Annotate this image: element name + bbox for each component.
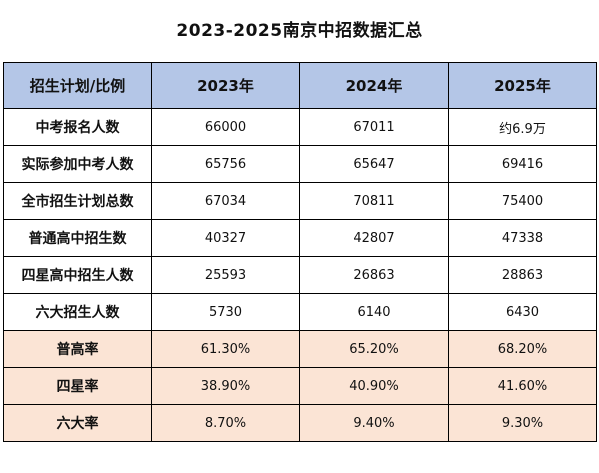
rate-row: 四星率 38.90% 40.90% 41.60%: [3, 367, 597, 405]
table-row: 普通高中招生数 40327 42807 47338: [3, 219, 597, 257]
cell-2023: 5730: [151, 293, 300, 331]
cell-2023: 25593: [151, 256, 300, 294]
table-row: 四星高中招生人数 25593 26863 28863: [3, 256, 597, 294]
rate-row: 普高率 61.30% 65.20% 68.20%: [3, 330, 597, 368]
cell-2025: 75400: [448, 182, 597, 220]
table-row: 中考报名人数 66000 67011 约6.9万: [3, 108, 597, 146]
cell-2024: 9.40%: [299, 404, 449, 442]
cell-2024: 65647: [299, 145, 449, 183]
header-2025: 2025年: [448, 62, 597, 109]
row-label: 四星高中招生人数: [3, 256, 152, 294]
rate-row: 六大率 8.70% 9.40% 9.30%: [3, 404, 597, 442]
header-2024: 2024年: [299, 62, 449, 109]
table-row: 六大招生人数 5730 6140 6430: [3, 293, 597, 331]
header-row: 招生计划/比例 2023年 2024年 2025年: [3, 62, 597, 109]
cell-2024: 26863: [299, 256, 449, 294]
table-title: 2023-2025南京中招数据汇总: [176, 21, 423, 41]
cell-2025: 68.20%: [448, 330, 597, 368]
cell-2024: 67011: [299, 108, 449, 146]
row-label: 六大率: [3, 404, 152, 442]
cell-2024: 65.20%: [299, 330, 449, 368]
admission-data-table: 招生计划/比例 2023年 2024年 2025年 中考报名人数 66000 6…: [3, 62, 597, 442]
cell-2025: 47338: [448, 219, 597, 257]
cell-2025: 41.60%: [448, 367, 597, 405]
cell-2024: 40.90%: [299, 367, 449, 405]
cell-2023: 65756: [151, 145, 300, 183]
cell-2025: 6430: [448, 293, 597, 331]
row-label: 普高率: [3, 330, 152, 368]
row-label: 全市招生计划总数: [3, 182, 152, 220]
row-label: 六大招生人数: [3, 293, 152, 331]
cell-2023: 38.90%: [151, 367, 300, 405]
table-row: 实际参加中考人数 65756 65647 69416: [3, 145, 597, 183]
row-label: 四星率: [3, 367, 152, 405]
header-2023: 2023年: [151, 62, 300, 109]
row-label: 中考报名人数: [3, 108, 152, 146]
cell-2025: 28863: [448, 256, 597, 294]
cell-2025: 9.30%: [448, 404, 597, 442]
cell-2023: 8.70%: [151, 404, 300, 442]
cell-2023: 66000: [151, 108, 300, 146]
cell-2024: 70811: [299, 182, 449, 220]
table-row: 全市招生计划总数 67034 70811 75400: [3, 182, 597, 220]
cell-2024: 6140: [299, 293, 449, 331]
cell-2023: 40327: [151, 219, 300, 257]
cell-2023: 67034: [151, 182, 300, 220]
row-label: 实际参加中考人数: [3, 145, 152, 183]
row-label: 普通高中招生数: [3, 219, 152, 257]
cell-2024: 42807: [299, 219, 449, 257]
header-category: 招生计划/比例: [3, 62, 152, 109]
cell-2023: 61.30%: [151, 330, 300, 368]
cell-2025: 69416: [448, 145, 597, 183]
cell-2025: 约6.9万: [448, 108, 597, 146]
